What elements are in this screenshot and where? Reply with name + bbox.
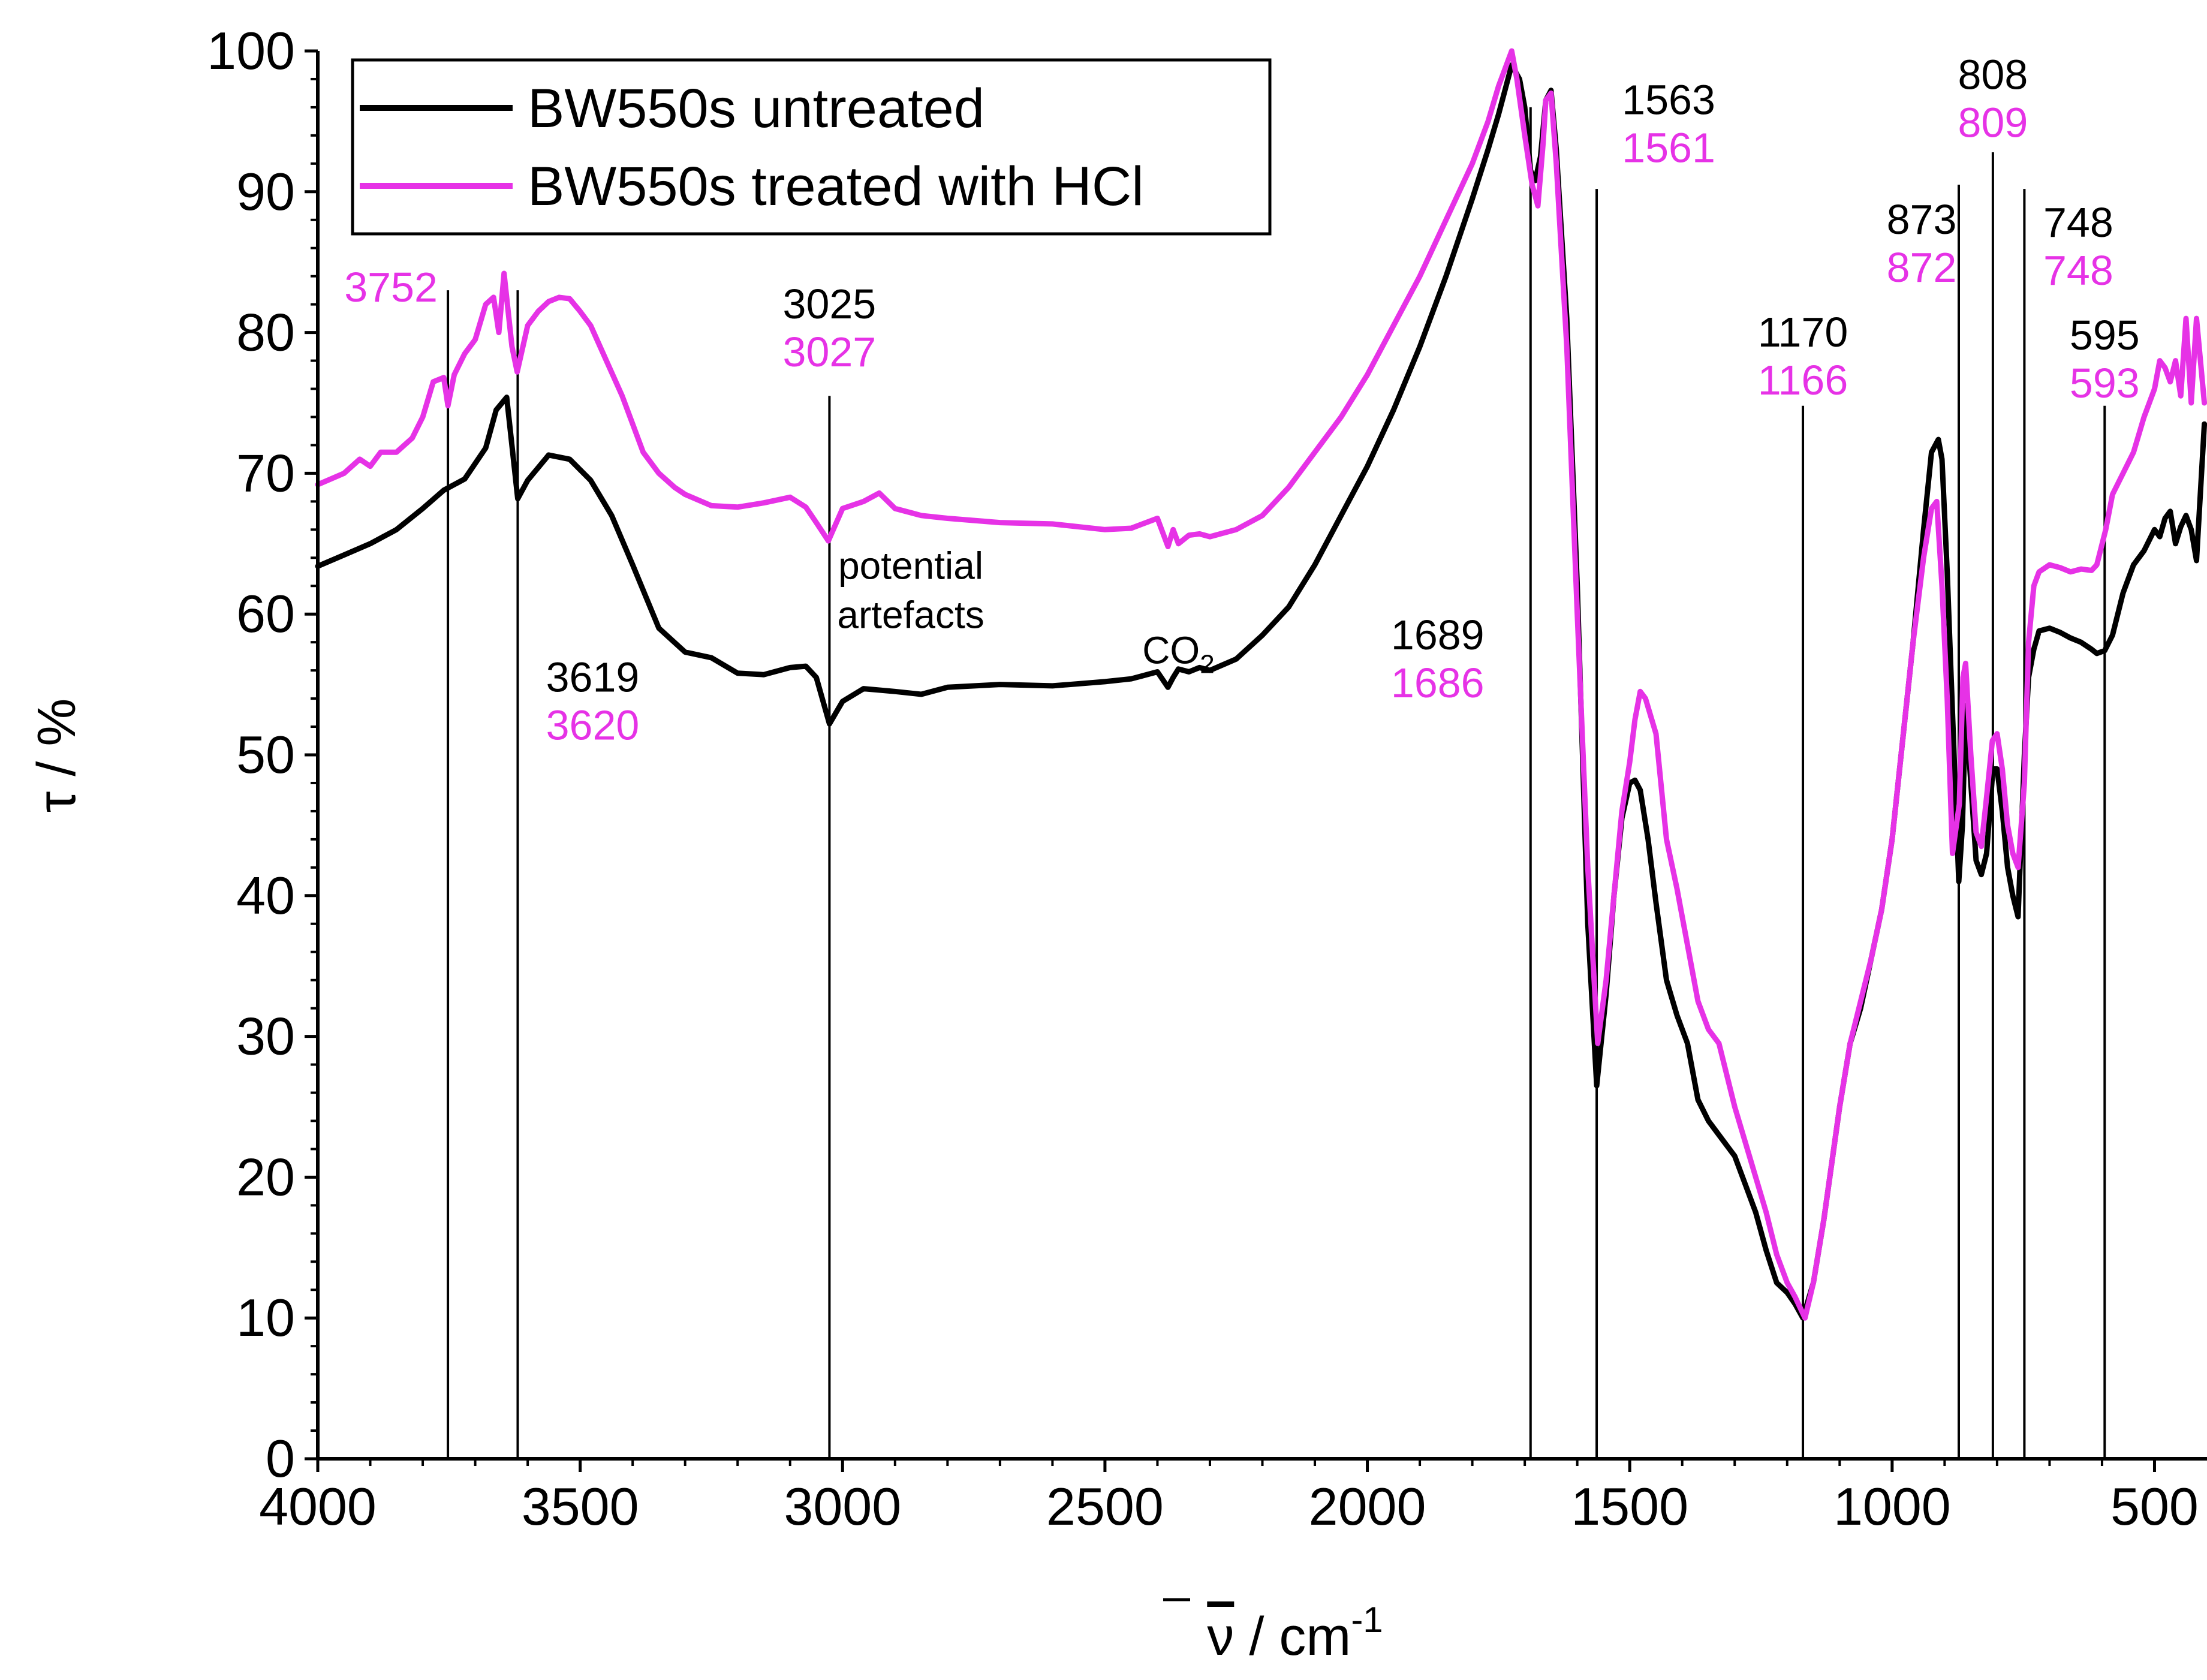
x-tick-label: 3000 (784, 1477, 901, 1536)
annotation-text: potential (838, 544, 983, 588)
y-tick-label: 0 (266, 1429, 295, 1488)
peak-label: 873 (1887, 196, 1957, 243)
x-tick-label: 2500 (1046, 1477, 1164, 1536)
spectrum-series (315, 48, 2207, 1321)
peak-label: 3027 (783, 329, 877, 375)
x-axis-title-exponent: -1 (1351, 1600, 1383, 1640)
legend: BW550s untreated BW550s treated with HCl (351, 58, 1272, 236)
peak-label: 748 (2043, 247, 2113, 294)
peak-label: 1166 (1758, 357, 1848, 404)
legend-label: BW550s treated with HCl (528, 156, 1144, 217)
peak-label: 593 (2070, 360, 2140, 407)
y-tick-label: 100 (207, 21, 295, 80)
x-axis-title: ν / cm-1 (1207, 1600, 1383, 1667)
peak-label: 3025 (783, 281, 877, 327)
peak-label: 808 (1958, 51, 2028, 98)
peak-label: 1689 (1391, 612, 1485, 658)
y-tick-label: 20 (236, 1147, 295, 1206)
peak-label: 1563 (1622, 77, 1715, 124)
peak-label: 3620 (546, 701, 640, 748)
peak-label: 1686 (1391, 660, 1485, 706)
y-tick-label: 60 (236, 584, 295, 643)
x-tick-label: 3500 (522, 1477, 639, 1536)
x-tick-label: 1500 (1571, 1477, 1688, 1536)
y-tick-label: 10 (236, 1288, 295, 1347)
y-tick-label: 80 (236, 303, 295, 362)
legend-label: BW550s untreated (528, 78, 984, 139)
peak-label: 1170 (1758, 309, 1848, 356)
series-line-treated (315, 48, 2207, 1321)
x-tick-label: 2000 (1309, 1477, 1426, 1536)
y-axis-title: τ / % (27, 699, 87, 813)
annotation-subscript: 2 (1200, 649, 1214, 679)
peak-label: 3619 (546, 654, 640, 700)
x-tick-label: 1000 (1833, 1477, 1951, 1536)
peak-label: 748 (2043, 199, 2113, 246)
x-tick-label: 4000 (259, 1477, 377, 1536)
y-tick-label: 70 (236, 443, 295, 502)
x-tick-label: 500 (2110, 1477, 2199, 1536)
y-tick-label: 90 (236, 162, 295, 221)
peak-label: 809 (1958, 99, 2028, 146)
x-axis-title-symbol: ν (1207, 1607, 1234, 1667)
peak-label: 595 (2070, 312, 2140, 359)
y-tick-label: 40 (236, 866, 295, 925)
peak-label: 3752 (344, 264, 438, 311)
peak-label: 1561 (1622, 125, 1715, 171)
y-tick-label: 30 (236, 1007, 295, 1066)
annotation-text: artefacts (837, 594, 984, 637)
y-tick-label: 50 (236, 725, 295, 784)
x-axis-title-unit: / cm (1234, 1607, 1351, 1667)
legend-box (351, 58, 1272, 236)
peak-label: 872 (1887, 244, 1957, 291)
